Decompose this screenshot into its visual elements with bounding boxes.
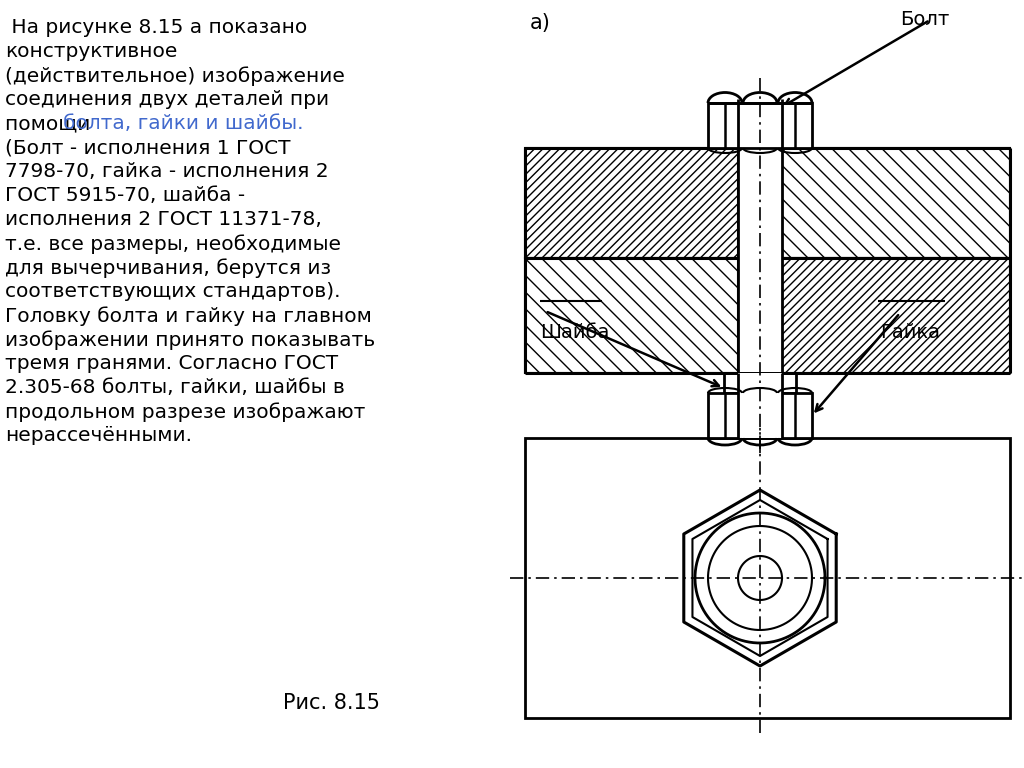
Text: тремя гранями. Согласно ГОСТ: тремя гранями. Согласно ГОСТ xyxy=(5,354,338,373)
Bar xyxy=(738,373,782,438)
Bar xyxy=(525,258,738,373)
Bar xyxy=(738,148,782,373)
Text: Гайка: Гайка xyxy=(880,323,940,342)
Text: Шайба: Шайба xyxy=(540,323,609,342)
Text: 7798-70, гайка - исполнения 2: 7798-70, гайка - исполнения 2 xyxy=(5,162,329,181)
Bar xyxy=(782,258,1010,373)
Bar xyxy=(708,103,812,148)
Text: а): а) xyxy=(530,13,551,33)
Text: ГОСТ 5915-70, шайба -: ГОСТ 5915-70, шайба - xyxy=(5,186,245,205)
Text: продольном разрезе изображают: продольном разрезе изображают xyxy=(5,402,366,422)
Text: соответствующих стандартов).: соответствующих стандартов). xyxy=(5,282,341,301)
Text: (Болт - исполнения 1 ГОСТ: (Болт - исполнения 1 ГОСТ xyxy=(5,138,291,157)
Text: Головку болта и гайку на главном: Головку болта и гайку на главном xyxy=(5,306,372,326)
Text: для вычерчивания, берутся из: для вычерчивания, берутся из xyxy=(5,258,331,278)
Text: 2.305-68 болты, гайки, шайбы в: 2.305-68 болты, гайки, шайбы в xyxy=(5,378,345,397)
Text: Рис. 8.15: Рис. 8.15 xyxy=(283,693,380,713)
Bar xyxy=(708,393,812,438)
Bar xyxy=(525,148,738,258)
Text: т.е. все размеры, необходимые: т.е. все размеры, необходимые xyxy=(5,234,341,253)
Text: помощи: помощи xyxy=(5,114,96,133)
Bar xyxy=(724,373,796,393)
Bar xyxy=(782,148,1010,258)
Text: изображении принято показывать: изображении принято показывать xyxy=(5,330,375,349)
Bar xyxy=(525,438,1010,718)
Text: (действительное) изображение: (действительное) изображение xyxy=(5,66,345,86)
Text: болта, гайки и шайбы.: болта, гайки и шайбы. xyxy=(63,114,304,133)
Text: конструктивное: конструктивное xyxy=(5,42,177,61)
Text: нерассечёнными.: нерассечёнными. xyxy=(5,426,193,445)
Text: соединения двух деталей при: соединения двух деталей при xyxy=(5,90,329,109)
Text: Болт: Болт xyxy=(900,10,949,29)
Text: На рисунке 8.15 а показано: На рисунке 8.15 а показано xyxy=(5,18,307,37)
Text: исполнения 2 ГОСТ 11371-78,: исполнения 2 ГОСТ 11371-78, xyxy=(5,210,322,229)
